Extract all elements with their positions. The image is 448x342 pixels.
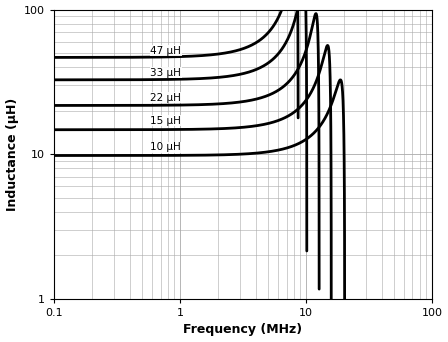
X-axis label: Frequency (MHz): Frequency (MHz)	[184, 324, 302, 337]
Y-axis label: Inductance (μH): Inductance (μH)	[5, 97, 18, 211]
Text: 22 μH: 22 μH	[150, 93, 181, 103]
Text: 10 μH: 10 μH	[150, 142, 181, 152]
Text: 47 μH: 47 μH	[150, 45, 181, 56]
Text: 33 μH: 33 μH	[150, 68, 181, 78]
Text: 15 μH: 15 μH	[150, 116, 181, 126]
